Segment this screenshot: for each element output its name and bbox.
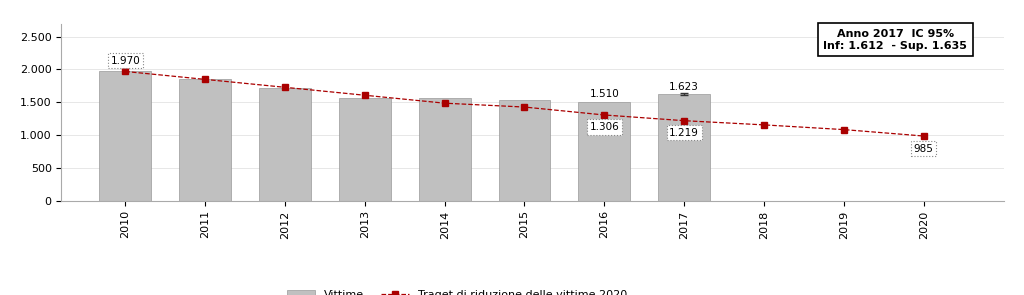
Bar: [259, 88, 311, 201]
Text: 1.970: 1.970: [111, 55, 140, 65]
Text: 1.510: 1.510: [590, 89, 620, 99]
Bar: [419, 98, 471, 201]
Bar: [339, 99, 391, 201]
Legend: Vittime, Traget di riduzione delle vittime 2020: Vittime, Traget di riduzione delle vitti…: [283, 286, 631, 295]
Bar: [99, 71, 152, 201]
Bar: [579, 101, 631, 201]
Text: 1.623: 1.623: [670, 82, 699, 92]
Text: Anno 2017  IC 95%
Inf: 1.612  - Sup. 1.635: Anno 2017 IC 95% Inf: 1.612 - Sup. 1.635: [823, 29, 967, 50]
Text: 985: 985: [913, 144, 934, 154]
Bar: [499, 100, 551, 201]
Bar: [658, 94, 710, 201]
Bar: [179, 79, 231, 201]
Text: 1.306: 1.306: [590, 122, 620, 132]
Text: 1.219: 1.219: [670, 128, 699, 138]
